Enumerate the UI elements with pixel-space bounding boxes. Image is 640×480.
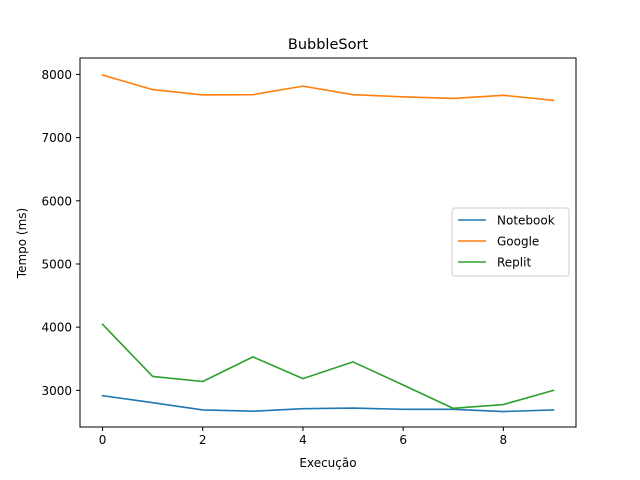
axes: 0 2 4 6 8 3000 4000 5000 6000 7000 8000 bbox=[41, 57, 577, 447]
chart-title: BubbleSort bbox=[288, 37, 369, 53]
y-tick-label: 5000 bbox=[41, 257, 72, 271]
y-tick-label: 8000 bbox=[41, 68, 72, 82]
x-tick-label: 8 bbox=[500, 433, 508, 447]
y-tick-label: 3000 bbox=[41, 384, 72, 398]
y-axis-label: Tempo (ms) bbox=[15, 208, 29, 279]
y-tick-label: 4000 bbox=[41, 321, 72, 335]
series-line-google bbox=[101, 74, 555, 102]
x-tick-label: 0 bbox=[99, 433, 107, 447]
y-tick-label: 6000 bbox=[41, 194, 72, 208]
x-tick-label: 4 bbox=[299, 433, 307, 447]
legend-label-google: Google bbox=[497, 235, 539, 249]
x-tick-label: 2 bbox=[199, 433, 207, 447]
x-axis-label: Execução bbox=[299, 456, 356, 470]
plot-frame bbox=[79, 57, 577, 428]
series-lines bbox=[101, 74, 555, 413]
legend-label-notebook: Notebook bbox=[497, 214, 555, 228]
y-tick-label: 7000 bbox=[41, 131, 72, 145]
legend: Notebook Google Replit bbox=[451, 207, 570, 277]
series-line-replit bbox=[101, 323, 555, 410]
series-line-notebook bbox=[101, 394, 555, 413]
legend-label-replit: Replit bbox=[497, 256, 531, 270]
legend-box bbox=[451, 207, 570, 277]
x-tick-label: 6 bbox=[399, 433, 407, 447]
